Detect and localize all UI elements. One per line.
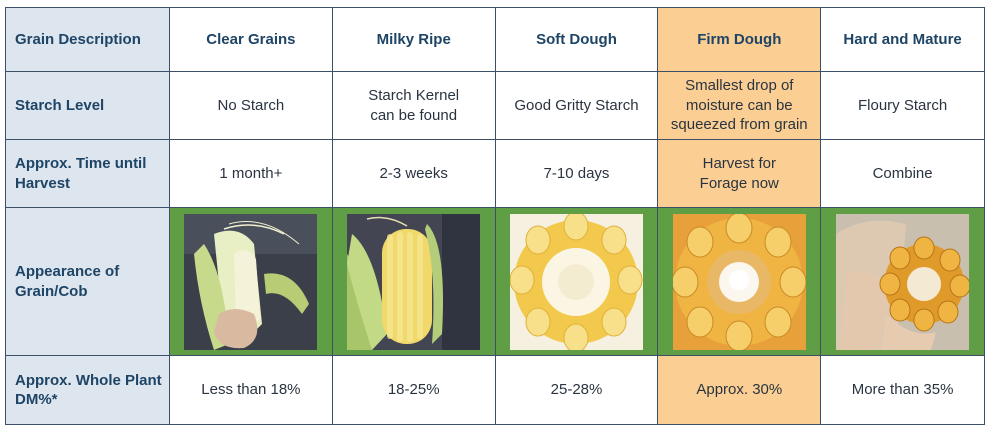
photo-cell-milky-ripe: [332, 208, 496, 356]
corn-cob-milky-photo: [347, 213, 481, 350]
time-clear-grains: 1 month+: [170, 140, 333, 208]
col-header-milky-ripe: Milky Ripe: [332, 8, 496, 72]
starch-soft-dough: Good Gritty Starch: [495, 72, 659, 140]
row-header-starch-level: Starch Level: [6, 72, 170, 140]
corn-maturity-table: Grain Description Clear Grains Milky Rip…: [5, 7, 985, 425]
corn-cross-section-photo: [672, 213, 806, 350]
starch-clear-grains: No Starch: [170, 72, 333, 140]
dm-hard-and-mature: More than 35%: [821, 356, 984, 424]
time-soft-dough: 7-10 days: [495, 140, 659, 208]
col-header-hard-and-mature: Hard and Mature: [821, 8, 984, 72]
dm-soft-dough: 25-28%: [495, 356, 659, 424]
row-header-appearance: Appearance of Grain/Cob: [6, 208, 170, 356]
row-header-grain-description: Grain Description: [6, 8, 170, 72]
row-header-dm-percent: Approx. Whole Plant DM%*: [6, 356, 170, 424]
starch-hard-and-mature: Floury Starch: [821, 72, 984, 140]
photo-cell-firm-dough: [658, 208, 822, 356]
time-firm-dough: Harvest for Forage now: [658, 140, 822, 208]
corn-cross-section-photo: [509, 213, 643, 350]
time-hard-and-mature: Combine: [821, 140, 984, 208]
starch-firm-dough: Smallest drop of moisture can be squeeze…: [658, 72, 822, 140]
col-header-firm-dough: Firm Dough: [658, 8, 822, 72]
col-header-clear-grains: Clear Grains: [170, 8, 333, 72]
photo-cell-soft-dough: [495, 208, 659, 356]
dm-firm-dough: Approx. 30%: [658, 356, 822, 424]
corn-cob-hand-photo: [836, 213, 970, 350]
starch-milky-ripe: Starch Kernel can be found: [332, 72, 496, 140]
corn-cob-husk-photo: [184, 213, 318, 350]
row-header-time-until-harvest: Approx. Time until Harvest: [6, 140, 170, 208]
dm-milky-ripe: 18-25%: [332, 356, 496, 424]
photo-cell-hard-and-mature: [821, 208, 984, 356]
time-milky-ripe: 2-3 weeks: [332, 140, 496, 208]
col-header-soft-dough: Soft Dough: [495, 8, 659, 72]
photo-cell-clear-grains: [170, 208, 333, 356]
dm-clear-grains: Less than 18%: [170, 356, 333, 424]
